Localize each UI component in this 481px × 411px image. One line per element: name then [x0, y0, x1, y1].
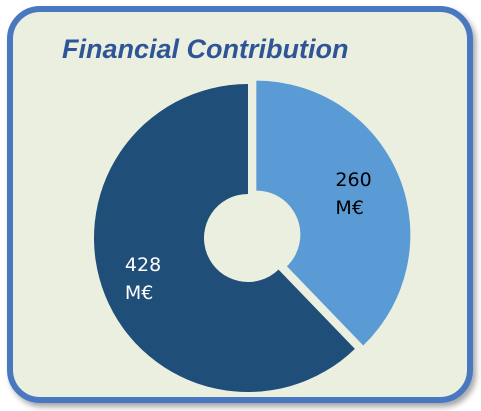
data-label: 428 M€	[124, 253, 162, 304]
chart-title: Financial Contribution	[62, 34, 349, 64]
donut	[94, 80, 411, 392]
slice	[94, 84, 355, 392]
slice	[256, 80, 411, 346]
data-label: 260 M€	[335, 168, 372, 219]
